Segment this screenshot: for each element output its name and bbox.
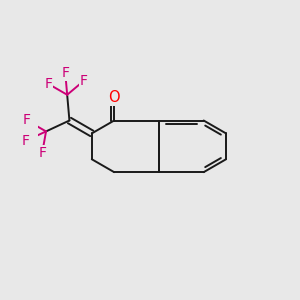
Text: F: F <box>23 113 31 128</box>
Text: F: F <box>61 66 69 80</box>
Text: F: F <box>80 74 88 88</box>
Text: F: F <box>22 134 30 148</box>
Text: F: F <box>44 77 52 91</box>
Text: O: O <box>108 90 120 105</box>
Text: F: F <box>38 146 46 160</box>
